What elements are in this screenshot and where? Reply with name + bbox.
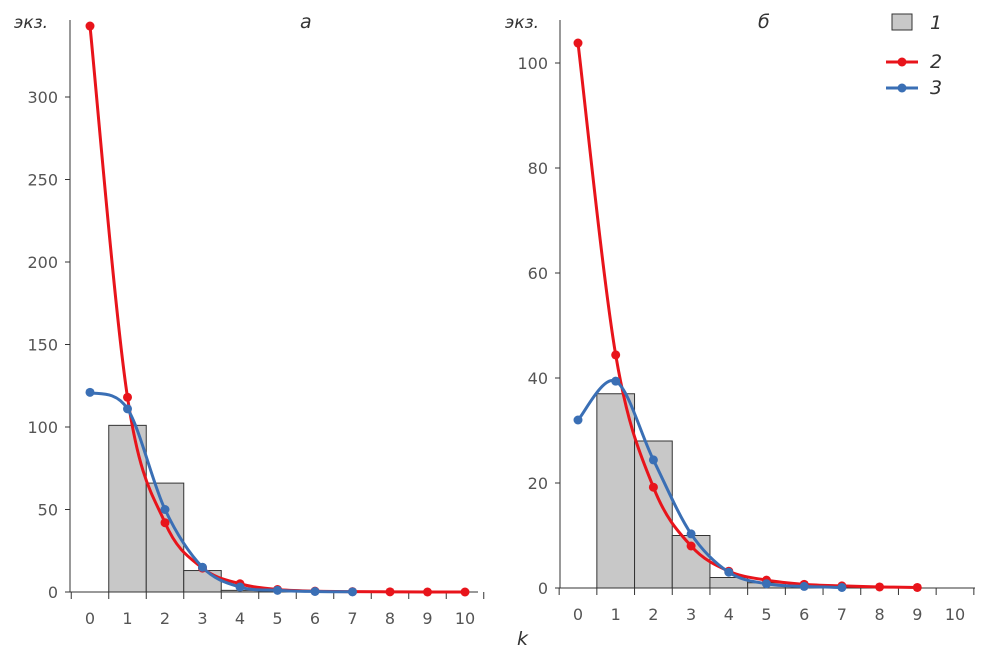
x-tick-label: 10 bbox=[455, 609, 475, 628]
series-3-point-k6 bbox=[799, 581, 809, 591]
y-tick-label: 100 bbox=[27, 418, 58, 437]
x-tick-label: 2 bbox=[160, 609, 170, 628]
legend-marker-3 bbox=[897, 83, 907, 93]
y-axis-label-b: экз. bbox=[505, 13, 539, 33]
legend-label-3: 3 bbox=[930, 77, 942, 99]
y-tick-label: 250 bbox=[27, 171, 58, 190]
x-tick-label: 6 bbox=[310, 609, 320, 628]
bar-k3 bbox=[183, 570, 222, 593]
series-2-point-k8 bbox=[385, 587, 395, 597]
series-3-point-k4 bbox=[235, 582, 245, 592]
y-tick-label: 40 bbox=[528, 369, 548, 388]
x-tick-label: 2 bbox=[648, 605, 658, 624]
series-2-point-k1 bbox=[123, 392, 132, 402]
x-tick-label: 0 bbox=[573, 605, 583, 624]
legend-label-2: 2 bbox=[930, 51, 942, 73]
x-tick-label: 4 bbox=[724, 605, 734, 624]
series-3-point-k5 bbox=[762, 579, 771, 589]
series-2-point-k3 bbox=[686, 541, 696, 551]
series-2-point-k9 bbox=[423, 587, 432, 597]
series-2-point-k9 bbox=[912, 582, 922, 592]
series-2-point-k2 bbox=[648, 482, 658, 492]
x-tick-label: 8 bbox=[385, 609, 395, 628]
series-3-point-k3 bbox=[198, 562, 207, 572]
x-tick-label: 9 bbox=[912, 605, 922, 624]
y-tick-label: 20 bbox=[528, 474, 548, 493]
x-tick-label: 9 bbox=[422, 609, 432, 628]
x-tick-label: 5 bbox=[272, 609, 282, 628]
legend-swatch-1 bbox=[891, 13, 913, 31]
panel-title-b: б bbox=[758, 11, 770, 33]
series-3-point-k4 bbox=[724, 567, 734, 577]
series-3-point-k1 bbox=[123, 404, 132, 414]
series-3-point-k5 bbox=[273, 585, 282, 595]
y-tick-label: 200 bbox=[27, 253, 58, 272]
x-tick-label: 6 bbox=[799, 605, 809, 624]
x-tick-label: 5 bbox=[761, 605, 771, 624]
y-tick-label: 150 bbox=[27, 336, 58, 355]
x-tick-label: 7 bbox=[347, 609, 357, 628]
x-tick-label: 7 bbox=[837, 605, 847, 624]
series-3-point-k2 bbox=[648, 455, 658, 465]
series-3-point-k0 bbox=[85, 387, 95, 397]
bar-k1 bbox=[108, 424, 147, 593]
series-3-point-k1 bbox=[611, 376, 621, 386]
y-tick-label: 300 bbox=[27, 88, 58, 107]
series-2-point-k0 bbox=[85, 21, 95, 31]
y-tick-label: 60 bbox=[528, 264, 548, 283]
x-tick-label: 3 bbox=[197, 609, 207, 628]
y-tick-label: 80 bbox=[528, 159, 548, 178]
x-tick-label: 3 bbox=[686, 605, 696, 624]
x-tick-label: 8 bbox=[875, 605, 885, 624]
x-tick-label: 1 bbox=[611, 605, 621, 624]
y-axis-label-a: экз. bbox=[14, 13, 48, 33]
x-tick-label: 1 bbox=[122, 609, 132, 628]
x-tick-label: 4 bbox=[235, 609, 245, 628]
legend: 1 2 3 bbox=[886, 12, 942, 99]
series-2-point-k10 bbox=[460, 587, 470, 597]
legend-label-1: 1 bbox=[930, 12, 942, 34]
y-tick-label: 100 bbox=[517, 54, 548, 73]
y-tick-label: 0 bbox=[538, 579, 548, 598]
series-3-point-k0 bbox=[573, 415, 583, 425]
series-3-point-k7 bbox=[837, 582, 847, 592]
series-3-point-k3 bbox=[686, 529, 696, 539]
x-axis-label-k: k bbox=[517, 628, 529, 650]
series-2-point-k2 bbox=[160, 518, 170, 528]
series-2-point-k1 bbox=[611, 350, 621, 360]
series-2-point-k8 bbox=[875, 582, 885, 592]
series-3-point-k7 bbox=[348, 587, 357, 597]
x-tick-label: 0 bbox=[85, 609, 95, 628]
y-tick-label: 50 bbox=[38, 501, 58, 520]
series-2-point-k0 bbox=[573, 38, 583, 48]
panel-title-a: а bbox=[300, 11, 312, 33]
series-3-line bbox=[89, 390, 353, 594]
legend-marker-2 bbox=[897, 57, 907, 67]
bar-k2 bbox=[145, 482, 185, 593]
series-3-point-k6 bbox=[310, 587, 320, 597]
series-3-point-k2 bbox=[160, 505, 170, 514]
y-tick-label: 0 bbox=[48, 583, 58, 602]
x-tick-label: 10 bbox=[945, 605, 965, 624]
